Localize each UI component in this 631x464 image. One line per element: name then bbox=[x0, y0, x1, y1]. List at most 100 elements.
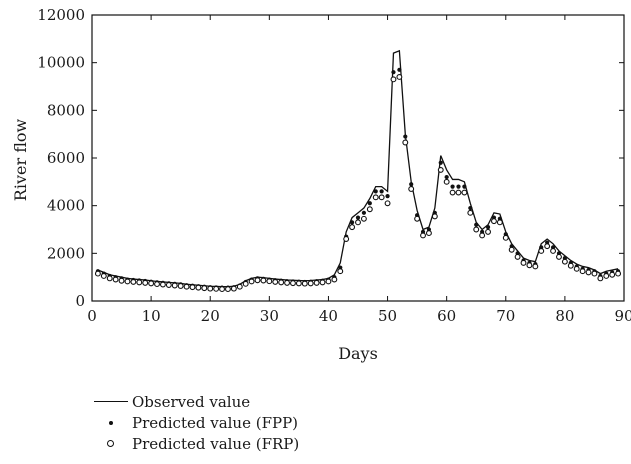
frp-point bbox=[360, 215, 367, 222]
frp-point bbox=[319, 279, 326, 286]
frp-point bbox=[148, 280, 155, 287]
frp-point bbox=[615, 270, 622, 277]
frp-point bbox=[455, 189, 462, 196]
frp-point bbox=[603, 273, 610, 279]
frp-point bbox=[514, 253, 521, 260]
frp-point bbox=[124, 278, 131, 285]
frp-point bbox=[496, 219, 503, 226]
y-tick-label: 8000 bbox=[47, 101, 85, 119]
frp-point bbox=[544, 243, 551, 250]
x-tick-label: 20 bbox=[201, 307, 220, 325]
fpp-point bbox=[361, 210, 367, 215]
legend-item-frp: Predicted value (FRP) bbox=[92, 433, 299, 454]
y-tick-label: 12000 bbox=[37, 6, 85, 24]
x-tick-label: 0 bbox=[87, 307, 97, 325]
frp-point bbox=[290, 280, 296, 287]
legend-item-observed: Observed value bbox=[92, 391, 299, 412]
y-tick-label: 6000 bbox=[47, 149, 85, 167]
frp-point bbox=[502, 234, 509, 241]
frp-point bbox=[443, 178, 450, 185]
frp-point bbox=[266, 278, 273, 285]
frp-point bbox=[343, 236, 350, 242]
frp-point bbox=[355, 219, 361, 226]
frp-point bbox=[591, 270, 598, 277]
frp-point bbox=[597, 275, 604, 282]
frp-point bbox=[420, 232, 426, 239]
frp-point bbox=[556, 253, 562, 260]
frp-point bbox=[242, 280, 249, 287]
fpp-point bbox=[462, 184, 467, 189]
frp-point bbox=[112, 276, 119, 283]
series-observed bbox=[97, 49, 619, 288]
frp-point bbox=[225, 286, 231, 293]
fpp-point bbox=[349, 220, 355, 225]
frp-point bbox=[366, 206, 373, 213]
frp-point bbox=[550, 248, 557, 254]
fpp-point bbox=[438, 160, 443, 165]
frp-point bbox=[201, 285, 208, 292]
frp-point bbox=[402, 139, 409, 146]
frp-point bbox=[437, 166, 444, 173]
fpp-point bbox=[379, 189, 384, 194]
frp-point bbox=[520, 259, 527, 266]
legend-line-symbol bbox=[92, 391, 132, 412]
frp-point bbox=[414, 215, 421, 222]
frp-point bbox=[177, 283, 184, 289]
frp-point bbox=[567, 262, 574, 269]
frp-point bbox=[378, 194, 385, 201]
x-tick-label: 90 bbox=[614, 307, 631, 325]
x-tick-label: 10 bbox=[142, 307, 161, 325]
x-tick-label: 30 bbox=[260, 307, 279, 325]
frp-point bbox=[301, 280, 308, 287]
frp-point bbox=[573, 265, 580, 272]
frp-point bbox=[213, 285, 220, 292]
fpp-point bbox=[444, 174, 449, 180]
frp-point bbox=[538, 248, 545, 254]
legend-circle-symbol bbox=[92, 433, 132, 454]
legend-dot-symbol bbox=[92, 412, 132, 433]
frp-point bbox=[485, 228, 491, 235]
observed-line bbox=[97, 49, 619, 288]
legend: Observed value Predicted value (FPP) Pre… bbox=[92, 391, 299, 454]
frp-point bbox=[130, 278, 137, 285]
frp-point bbox=[219, 286, 225, 293]
frp-point bbox=[461, 189, 468, 196]
frp-point bbox=[254, 277, 261, 284]
frp-point bbox=[449, 189, 456, 196]
frp-point bbox=[384, 200, 391, 207]
frp-point bbox=[106, 275, 113, 282]
frp-point bbox=[307, 280, 314, 287]
x-tick-label: 50 bbox=[378, 307, 397, 325]
x-tick-label: 70 bbox=[496, 307, 515, 325]
fpp-point bbox=[397, 67, 402, 72]
frp-point bbox=[473, 226, 480, 233]
frp-point bbox=[118, 277, 125, 284]
fpp-point bbox=[391, 70, 396, 75]
fpp-point bbox=[456, 184, 461, 189]
frp-point bbox=[165, 282, 172, 288]
legend-label-observed: Observed value bbox=[132, 392, 251, 411]
frp-point bbox=[272, 278, 279, 285]
fpp-point bbox=[403, 134, 408, 139]
frp-point bbox=[408, 186, 415, 192]
frp-point bbox=[425, 230, 432, 237]
x-tick-label: 40 bbox=[319, 307, 338, 325]
frp-point bbox=[337, 268, 344, 275]
frp-point bbox=[585, 269, 592, 276]
frp-point bbox=[136, 279, 143, 286]
frp-point bbox=[579, 268, 586, 275]
series-fpp bbox=[95, 67, 621, 290]
y-tick-label: 2000 bbox=[47, 244, 85, 262]
frp-point bbox=[609, 271, 616, 278]
fpp-point bbox=[409, 182, 414, 187]
frp-point bbox=[508, 246, 515, 253]
frp-point bbox=[159, 281, 166, 288]
frp-point bbox=[94, 270, 101, 277]
frp-point bbox=[171, 282, 178, 289]
y-tick-label: 10000 bbox=[37, 54, 85, 72]
legend-label-frp: Predicted value (FRP) bbox=[132, 434, 300, 453]
frp-point bbox=[325, 278, 332, 285]
frp-point bbox=[349, 224, 356, 231]
y-tick-label: 4000 bbox=[47, 197, 85, 215]
frp-point bbox=[331, 276, 338, 283]
